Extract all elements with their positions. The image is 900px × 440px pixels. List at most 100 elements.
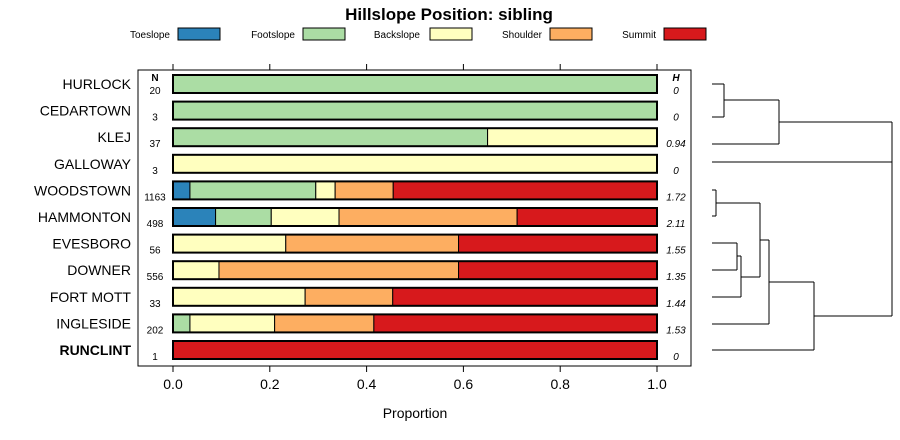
bar-outline [172,207,658,227]
n-value: 3 [152,166,158,177]
dendrogram-branch [712,99,780,145]
h-value: 1.72 [666,192,686,203]
bar-segment [172,313,191,333]
legend-swatch [177,27,221,41]
n-value: 56 [149,246,161,257]
bar-outline [172,260,658,281]
series-label: CEDARTOWN [40,103,131,119]
legend: Toeslope Footslope Backslope Shoulder Summit [130,27,707,41]
h-value: 0 [673,113,679,124]
bar-segment [270,207,340,227]
dendrogram-branch [712,83,725,118]
bar-segment [189,313,276,333]
x-tick-label: 0.0 [163,376,183,392]
bar-segment [189,180,317,200]
series-labels: HURLOCK 20 0 CEDARTOWN 3 0 KLEJ 37 0.94 GALLOWAY 3… [34,76,686,363]
bar-segment [487,127,658,147]
h-value: 0 [673,352,679,363]
legend-swatch [663,27,707,41]
bar-segment [274,313,375,333]
legend-swatch [429,27,473,41]
n-value: 556 [147,272,164,283]
n-value: 37 [149,139,161,150]
legend-label: Footslope [251,30,295,41]
x-tick-label: 0.8 [550,376,570,392]
bar-segment [338,207,518,227]
legend-label: Shoulder [502,30,543,41]
x-axis-label: Proportion [383,405,448,421]
bar-segment [458,234,658,254]
bar-outline [172,74,658,94]
series-label: DOWNER [67,262,131,278]
bar-segment [172,74,658,94]
x-tick-label: 1.0 [647,376,667,392]
bar-segment [172,180,191,200]
bar-segment [315,180,336,200]
bar-segment [172,287,306,307]
n-value: 1163 [144,192,166,203]
n-value: 202 [147,325,164,336]
x-tick-label: 0.2 [260,376,280,392]
bar-outline [172,180,658,201]
bar-segment [516,207,658,227]
n-header: N [151,73,158,84]
h-value: 0.94 [666,139,686,150]
bar-outline [172,340,658,360]
h-header: H [672,73,680,84]
series-label: KLEJ [98,129,131,145]
legend-swatch [549,27,593,41]
bar-segment [373,313,658,333]
chart-title: Hillslope Position: sibling [345,5,553,24]
plot-panel [137,69,692,367]
bar-segment [392,287,658,307]
series-label: RUNCLINT [59,342,131,358]
bar-outline [172,127,658,148]
bar-outline [172,233,658,254]
n-value: 1 [152,352,158,363]
bar-segment [334,180,394,200]
legend-label: Summit [622,30,656,41]
dendrogram-branch [716,202,761,278]
bar-outline [172,313,658,334]
dendrogram-branch [712,281,815,351]
series-label: GALLOWAY [54,156,132,172]
n-value: 20 [149,86,161,97]
h-value: 1.44 [666,299,686,310]
bar-segment [392,180,658,200]
bar-segment [172,260,220,280]
x-axis: 0.0 0.2 0.4 0.6 0.8 1.0 [163,366,667,392]
series-label: FORT MOTT [50,289,132,305]
bar-segment [218,260,460,280]
series-label: HURLOCK [63,76,132,92]
h-value: 2.11 [666,219,686,230]
bar-outline [172,286,658,307]
legend-label: Toeslope [130,30,170,41]
legend-label: Backslope [374,30,421,41]
dendrogram-branch [712,121,893,317]
h-value: 0 [673,86,679,97]
top-axis-ticks [172,64,658,70]
series-label: HAMMONTON [38,209,131,225]
bar-segment [458,260,658,280]
bar-segment [215,207,272,227]
series-label: EVESBORO [52,236,131,252]
bar-segment [172,127,489,147]
series-label: INGLESIDE [56,315,131,331]
bar-segment [172,340,658,360]
bar-segment [304,287,394,307]
dendrogram-branch [712,189,717,217]
bar-segment [172,234,287,254]
legend-swatch [302,27,346,41]
bars [172,74,658,360]
h-value: 1.53 [666,325,686,336]
n-value: 33 [149,299,161,310]
series-label: WOODSTOWN [34,182,131,198]
bar-outline [172,100,658,121]
h-value: 1.55 [666,246,686,257]
x-tick-label: 0.4 [357,376,377,392]
bar-outline [172,153,658,174]
h-value: 0 [673,166,679,177]
bar-segment [172,207,217,227]
h-value: 1.35 [666,272,686,283]
